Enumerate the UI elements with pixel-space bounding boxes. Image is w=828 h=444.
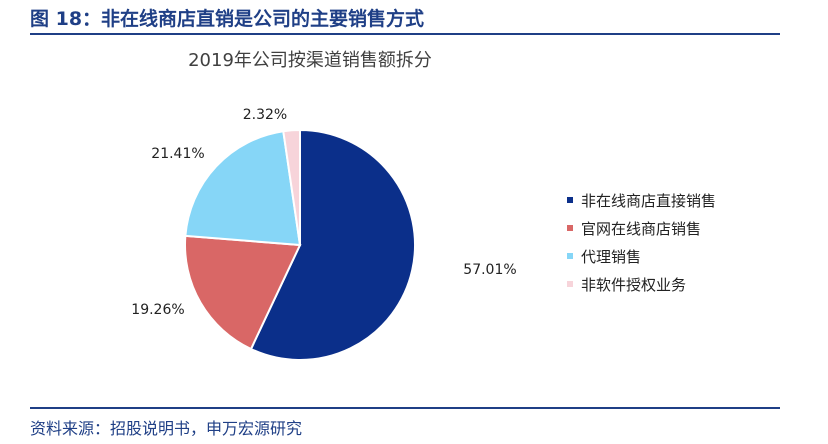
pie-slice (249, 128, 416, 361)
slice-value-label: 19.26% (131, 302, 184, 318)
legend-label: 官网在线商店销售 (581, 219, 702, 238)
header-divider (30, 33, 780, 35)
legend-swatch (567, 281, 573, 287)
slice-value-label: 57.01% (463, 262, 516, 278)
legend-swatch (567, 225, 573, 231)
slice-value-label: 2.32% (243, 107, 287, 123)
pie-slice (184, 234, 302, 351)
legend-item: 非软件授权业务 (567, 270, 716, 298)
slice-value-label: 21.41% (151, 146, 204, 162)
figure-header: 图 18：非在线商店直销是公司的主要销售方式 (30, 6, 780, 32)
pie-slice (282, 128, 301, 246)
legend-swatch (567, 197, 573, 203)
legend-label: 非在线商店直接销售 (581, 191, 717, 210)
pie-slice (184, 130, 302, 247)
source-note: 资料来源：招股说明书，申万宏源研究 (30, 419, 303, 438)
legend-label: 非软件授权业务 (581, 275, 687, 294)
legend-label: 代理销售 (581, 247, 642, 266)
footer-divider (30, 407, 780, 409)
pie-chart: 57.01% 19.26% 21.41% 2.32% (131, 107, 517, 361)
chart-legend: 非在线商店直接销售 官网在线商店销售 代理销售非软件授权业务 (567, 186, 716, 298)
legend-item: 官网在线商店销售 (567, 214, 716, 242)
chart-title: 2019年公司按渠道销售额拆分 (188, 50, 432, 71)
chart-area: 2019年公司按渠道销售额拆分 57.01% 19.26% 21.41% 2.32% … (0, 36, 828, 406)
legend-item: 代理销售 (567, 242, 716, 270)
legend-item: 非在线商店直接销售 (567, 186, 716, 214)
figure-title: 图 18：非在线商店直销是公司的主要销售方式 (30, 8, 425, 30)
legend-swatch (567, 253, 573, 259)
